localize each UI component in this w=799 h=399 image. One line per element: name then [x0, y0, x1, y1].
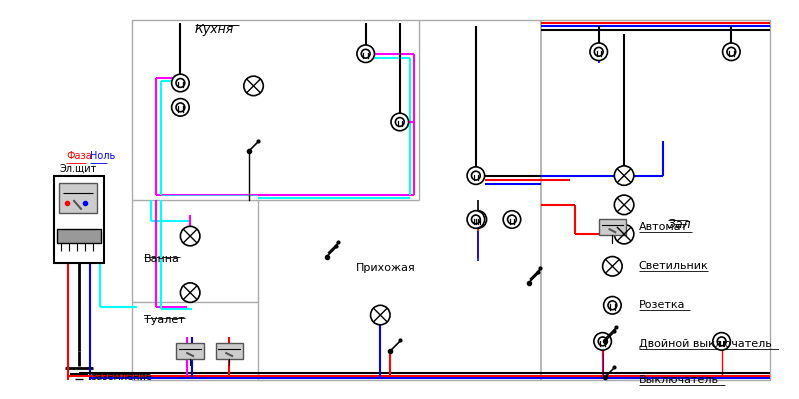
Circle shape: [471, 171, 480, 180]
Circle shape: [474, 215, 483, 224]
Text: Выключатель: Выключатель: [638, 375, 719, 385]
Text: Эл.щит: Эл.щит: [59, 164, 97, 174]
Circle shape: [176, 103, 185, 112]
Circle shape: [713, 333, 730, 350]
Text: Заземление: Заземление: [91, 371, 153, 381]
Bar: [59, 184, 97, 213]
Circle shape: [507, 215, 516, 224]
Circle shape: [361, 49, 370, 58]
Text: Ванна: Ванна: [145, 254, 181, 264]
Circle shape: [602, 257, 622, 276]
Text: Туалет: Туалет: [145, 315, 185, 325]
Bar: [57, 229, 101, 243]
Circle shape: [181, 283, 200, 302]
Circle shape: [471, 215, 480, 224]
Circle shape: [722, 43, 740, 61]
Circle shape: [181, 226, 200, 246]
Circle shape: [614, 166, 634, 186]
Circle shape: [176, 79, 185, 87]
Circle shape: [603, 296, 621, 314]
Circle shape: [718, 337, 726, 346]
Circle shape: [594, 333, 611, 350]
Circle shape: [469, 211, 487, 228]
Circle shape: [503, 211, 521, 228]
Circle shape: [467, 211, 485, 228]
Circle shape: [467, 167, 485, 184]
Circle shape: [371, 305, 390, 325]
Text: Розетка: Розетка: [638, 300, 686, 310]
Text: Автомат: Автомат: [638, 222, 688, 232]
Circle shape: [614, 195, 634, 215]
Text: Фаза: Фаза: [66, 151, 92, 161]
Bar: [177, 343, 204, 359]
Circle shape: [727, 47, 736, 56]
Circle shape: [357, 45, 375, 63]
Circle shape: [172, 74, 189, 92]
Bar: [132, 20, 770, 380]
Text: Светильник: Светильник: [638, 261, 709, 271]
Circle shape: [391, 113, 408, 131]
Bar: [216, 343, 243, 359]
Circle shape: [598, 337, 607, 346]
Circle shape: [244, 76, 264, 96]
Bar: [598, 219, 626, 235]
Text: Кухня: Кухня: [195, 22, 234, 36]
Text: Прихожая: Прихожая: [356, 263, 415, 273]
Circle shape: [590, 43, 607, 61]
Circle shape: [396, 118, 404, 126]
Circle shape: [608, 301, 617, 310]
Text: Двойной выключатель: Двойной выключатель: [638, 339, 772, 349]
Text: Зал: Зал: [668, 217, 692, 231]
Text: Ноль: Ноль: [89, 151, 115, 161]
Circle shape: [172, 99, 189, 116]
Circle shape: [614, 224, 634, 244]
Circle shape: [594, 47, 603, 56]
Bar: [54, 176, 105, 263]
